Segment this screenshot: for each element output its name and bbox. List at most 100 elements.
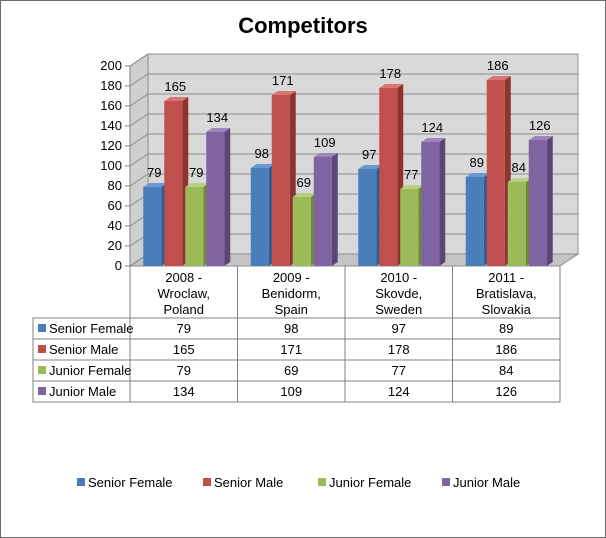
bar	[143, 187, 162, 266]
bar-top	[486, 76, 511, 80]
category-label: Wroclaw,	[158, 286, 211, 301]
bar-top	[292, 193, 317, 197]
legend-label: Junior Male	[453, 475, 520, 490]
bar-top	[379, 84, 404, 88]
table-cell: 84	[499, 363, 513, 378]
bar	[164, 101, 183, 266]
bar-top	[465, 173, 490, 177]
bar	[250, 168, 269, 266]
gridline	[129, 113, 578, 127]
legend-swatch	[77, 478, 85, 486]
bar	[271, 95, 290, 266]
table-cell: 77	[392, 363, 406, 378]
bar	[185, 187, 204, 266]
y-tick-label: 80	[108, 178, 122, 193]
data-label: 77	[404, 167, 418, 182]
table-cell: 79	[177, 363, 191, 378]
table-cell: 124	[388, 384, 410, 399]
y-tick-label: 60	[108, 198, 122, 213]
bar	[507, 182, 526, 266]
data-label: 97	[362, 147, 376, 162]
table-legend-key	[38, 387, 46, 395]
table-cell: 165	[173, 342, 195, 357]
bar-top	[528, 136, 553, 140]
data-label: 124	[421, 120, 443, 135]
bar	[379, 88, 398, 266]
legend-swatch	[442, 478, 450, 486]
data-label: 126	[529, 118, 551, 133]
data-label: 165	[164, 79, 186, 94]
bar	[421, 142, 440, 266]
legend-label: Junior Female	[329, 475, 411, 490]
table-cell: 178	[388, 342, 410, 357]
table-legend-key	[38, 345, 46, 353]
data-label: 79	[189, 165, 203, 180]
bar-top	[271, 91, 296, 95]
category-label: 2008 -	[165, 270, 202, 285]
y-tick-label: 180	[100, 78, 122, 93]
bar	[400, 189, 419, 266]
bar-top	[143, 183, 168, 187]
category-label: 2009 -	[273, 270, 310, 285]
y-tick-label: 120	[100, 138, 122, 153]
y-tick-label: 140	[100, 118, 122, 133]
table-series-label: Junior Male	[49, 384, 116, 399]
category-label: Bratislava,	[476, 286, 537, 301]
table-series-label: Senior Male	[49, 342, 118, 357]
gridline	[129, 53, 578, 67]
y-tick-label: 160	[100, 98, 122, 113]
table-cell: 69	[284, 363, 298, 378]
category-label: Skovde,	[375, 286, 422, 301]
table-cell: 97	[392, 321, 406, 336]
bar-top	[250, 164, 275, 168]
data-label: 84	[512, 160, 526, 175]
category-label: Spain	[275, 302, 308, 317]
table-cell: 79	[177, 321, 191, 336]
bar-top	[421, 138, 446, 142]
bar-top	[358, 165, 383, 169]
category-label: Slovakia	[482, 302, 532, 317]
bar	[358, 169, 377, 266]
data-label: 79	[147, 165, 161, 180]
category-label: Sweden	[375, 302, 422, 317]
bar-top	[185, 183, 210, 187]
bar-top	[313, 153, 338, 157]
bar	[206, 132, 225, 266]
table-cell: 109	[280, 384, 302, 399]
category-label: 2011 -	[488, 270, 524, 285]
y-tick-label: 20	[108, 238, 122, 253]
chart-title: Competitors	[238, 13, 368, 38]
bar-top	[507, 178, 532, 182]
table-series-label: Junior Female	[49, 363, 131, 378]
table-series-label: Senior Female	[49, 321, 134, 336]
data-label: 89	[470, 155, 484, 170]
data-label: 98	[255, 146, 269, 161]
category-label: Benidorm,	[262, 286, 321, 301]
table-cell: 89	[499, 321, 513, 336]
bar	[465, 177, 484, 266]
bar	[486, 80, 505, 266]
table-cell: 186	[495, 342, 517, 357]
category-label: Poland	[164, 302, 204, 317]
bar-top	[400, 185, 425, 189]
bar	[313, 157, 332, 266]
bar-side	[546, 136, 553, 266]
legend-swatch	[203, 478, 211, 486]
bar-side	[224, 128, 231, 266]
data-label: 69	[297, 175, 311, 190]
bar-top	[164, 97, 189, 101]
y-tick-label: 200	[100, 58, 122, 73]
gridline	[129, 133, 578, 147]
data-label: 109	[314, 135, 336, 150]
legend-label: Senior Male	[214, 475, 283, 490]
legend-swatch	[318, 478, 326, 486]
gridline	[129, 73, 578, 87]
bar	[292, 197, 311, 266]
data-label: 171	[272, 73, 294, 88]
y-tick-label: 0	[115, 258, 122, 273]
y-tick-label: 40	[108, 218, 122, 233]
y-tick-label: 100	[100, 158, 122, 173]
table-legend-key	[38, 366, 46, 374]
gridline	[129, 93, 578, 107]
